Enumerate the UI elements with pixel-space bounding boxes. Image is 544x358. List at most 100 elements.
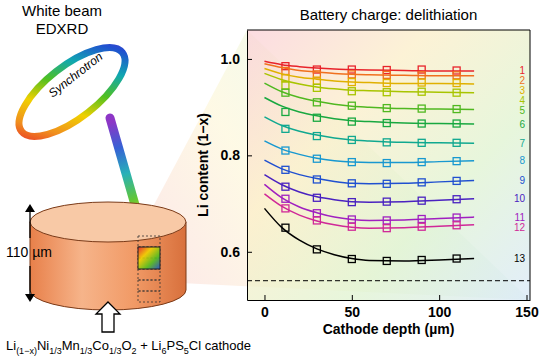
data-point bbox=[348, 223, 355, 230]
formula-part: 1/3 bbox=[80, 346, 93, 356]
data-point bbox=[383, 71, 390, 78]
fit-line bbox=[264, 73, 474, 92]
series-label: 9 bbox=[519, 175, 525, 186]
data-point bbox=[383, 120, 390, 127]
data-point bbox=[313, 114, 320, 121]
formula-part: PS bbox=[167, 338, 185, 353]
y-tick: 1.0 bbox=[221, 51, 252, 67]
fit-line bbox=[264, 160, 474, 184]
data-point bbox=[418, 79, 425, 86]
data-point bbox=[418, 216, 425, 223]
fit-line bbox=[264, 83, 474, 110]
data-point bbox=[453, 158, 460, 165]
arrow-head bbox=[25, 204, 35, 212]
series-label: 5 bbox=[519, 105, 525, 116]
formula-part: 1/3 bbox=[49, 346, 62, 356]
gauge-volume bbox=[138, 280, 160, 291]
y-tick-label: 1.0 bbox=[221, 51, 241, 67]
chart-title: Battery charge: delithiation bbox=[300, 6, 478, 23]
data-point bbox=[453, 106, 460, 113]
plot-background bbox=[247, 30, 530, 300]
data-point bbox=[348, 66, 355, 73]
data-point bbox=[313, 84, 320, 91]
data-point bbox=[418, 88, 425, 95]
arrow-head bbox=[25, 294, 35, 302]
data-point bbox=[348, 118, 355, 125]
gauge-volume bbox=[138, 291, 160, 302]
y-axis-title: Li content (1−x) bbox=[195, 113, 211, 217]
y-tick: 0.8 bbox=[221, 147, 252, 163]
data-point bbox=[418, 179, 425, 186]
y-tick-mark bbox=[247, 59, 252, 60]
formula-part: (1−x) bbox=[16, 346, 37, 356]
fit-line bbox=[264, 175, 474, 202]
data-point bbox=[418, 223, 425, 230]
x-tick: 100 bbox=[428, 295, 452, 320]
data-point bbox=[313, 246, 320, 253]
data-point bbox=[282, 224, 289, 231]
x-tick-label: 150 bbox=[515, 304, 539, 320]
series-label: 13 bbox=[514, 253, 526, 264]
data-point bbox=[453, 177, 460, 184]
data-point bbox=[313, 210, 320, 217]
lower-limit-line bbox=[247, 280, 530, 281]
light-cone bbox=[132, 30, 530, 300]
data-point bbox=[282, 195, 289, 202]
x-axis: 0 50 100 150 bbox=[248, 295, 539, 320]
x-tick-mark bbox=[264, 295, 265, 300]
data-point bbox=[348, 79, 355, 86]
data-point bbox=[313, 133, 320, 140]
x-tick-label: 0 bbox=[261, 304, 269, 320]
series-label: 12 bbox=[514, 222, 526, 233]
data-point bbox=[348, 88, 355, 95]
fit-line bbox=[264, 64, 474, 76]
x-axis-line bbox=[248, 300, 531, 301]
series-label: 7 bbox=[519, 138, 525, 149]
formula-part: O bbox=[121, 338, 131, 353]
data-point bbox=[418, 72, 425, 79]
x-tick-mark bbox=[352, 295, 353, 300]
marks bbox=[247, 61, 530, 280]
data-point bbox=[313, 194, 320, 201]
data-point bbox=[418, 256, 425, 263]
data-point bbox=[348, 159, 355, 166]
ring-label: Synchrotron bbox=[46, 49, 106, 100]
formula: Li(1−x)Ni1/3Mn1/3Co1/3O2 + Li6PS5Cl cath… bbox=[6, 338, 251, 356]
series-label: 6 bbox=[519, 119, 525, 130]
formula-part: 1/3 bbox=[109, 346, 122, 356]
thickness-label: 110 µm bbox=[6, 244, 52, 260]
frame-top bbox=[247, 30, 530, 31]
data-point bbox=[348, 71, 355, 78]
data-point bbox=[453, 196, 460, 203]
up-arrow bbox=[96, 302, 120, 332]
x-tick-mark bbox=[527, 295, 528, 300]
data-point bbox=[313, 77, 320, 84]
y-axis: 0.60.81.0 bbox=[221, 31, 252, 301]
formula-part: Li bbox=[6, 338, 16, 353]
diagram-title: White beam bbox=[22, 2, 102, 19]
fit-line bbox=[264, 117, 474, 144]
data-point bbox=[348, 180, 355, 187]
figure: 0501001500.60.81.0Battery charge: delith… bbox=[0, 0, 544, 358]
formula-part: + Li bbox=[137, 338, 162, 353]
data-point bbox=[282, 108, 289, 115]
data-point bbox=[453, 72, 460, 79]
data-point bbox=[453, 80, 460, 87]
data-point bbox=[348, 199, 355, 206]
x-tick-label: 50 bbox=[345, 304, 361, 320]
data-point bbox=[453, 139, 460, 146]
y-axis-line bbox=[247, 31, 248, 301]
data-point bbox=[418, 159, 425, 166]
data-point bbox=[383, 105, 390, 112]
formula-part: Ni bbox=[37, 338, 49, 353]
data-point bbox=[453, 120, 460, 127]
data-point bbox=[282, 89, 289, 96]
data-point bbox=[348, 216, 355, 223]
data-point bbox=[282, 82, 289, 89]
data-point bbox=[383, 198, 390, 205]
formula-part: Mn bbox=[62, 338, 80, 353]
data-point bbox=[348, 102, 355, 109]
data-point bbox=[453, 222, 460, 229]
pellet-top bbox=[30, 202, 186, 242]
data-point bbox=[383, 160, 390, 167]
